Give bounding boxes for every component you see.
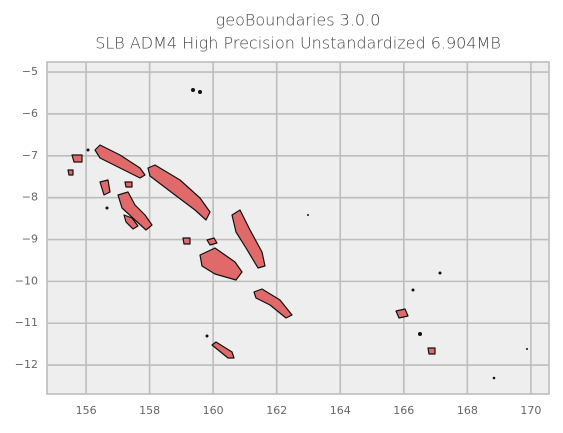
island — [123, 214, 139, 230]
y-tick-label: −12 — [15, 358, 38, 371]
islet — [307, 214, 309, 216]
islet — [105, 206, 109, 210]
island — [124, 181, 133, 188]
islet — [492, 376, 496, 380]
chart-title: geoBoundaries 3.0.0 — [216, 11, 381, 30]
island — [99, 179, 111, 196]
x-tick-label: 162 — [266, 404, 287, 417]
plot-frame — [46, 61, 550, 395]
island — [199, 247, 243, 281]
islet — [526, 348, 528, 350]
y-tick-label: −7 — [22, 149, 38, 162]
x-tick-label: 168 — [457, 404, 478, 417]
chart-subtitle: SLB ADM4 High Precision Unstandardized 6… — [95, 34, 501, 53]
y-tick-label: −6 — [22, 107, 38, 120]
island — [427, 347, 436, 355]
y-tick-label: −11 — [15, 316, 38, 329]
x-tick-label: 166 — [393, 404, 414, 417]
x-tick-label: 156 — [76, 404, 97, 417]
islet — [198, 90, 202, 94]
island — [211, 341, 235, 359]
islet — [438, 271, 442, 275]
island — [395, 308, 409, 319]
islet — [418, 332, 422, 336]
islet — [205, 334, 209, 338]
island — [147, 164, 211, 221]
x-tick-label: 160 — [203, 404, 224, 417]
y-tick-label: −5 — [22, 65, 38, 78]
islet — [411, 288, 415, 292]
y-tick-label: −9 — [22, 233, 38, 246]
island — [231, 209, 266, 269]
island — [71, 154, 83, 163]
islet — [191, 88, 195, 92]
island — [253, 288, 293, 319]
islet — [86, 148, 90, 152]
x-tick-label: 170 — [520, 404, 541, 417]
x-tick-label: 158 — [139, 404, 160, 417]
island — [67, 169, 74, 176]
y-tick-label: −8 — [22, 191, 38, 204]
y-tick-label: −10 — [15, 274, 38, 287]
island — [94, 144, 146, 179]
island — [206, 237, 218, 246]
islands — [67, 88, 528, 380]
plot-area — [47, 62, 549, 394]
x-tick-label: 164 — [330, 404, 351, 417]
island — [117, 191, 153, 231]
island — [182, 237, 191, 245]
